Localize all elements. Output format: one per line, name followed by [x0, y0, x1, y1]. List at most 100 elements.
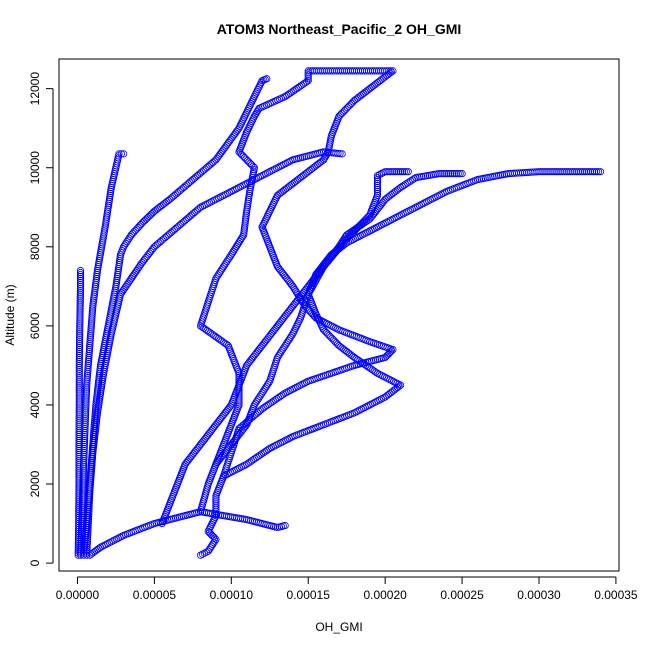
data-point	[86, 488, 94, 496]
data-point	[75, 369, 83, 377]
data-point	[83, 543, 91, 551]
data-point	[85, 349, 93, 358]
data-point	[596, 168, 605, 176]
data-point	[235, 389, 243, 397]
data-point	[85, 500, 93, 508]
data-point	[443, 170, 451, 178]
data-point	[387, 168, 395, 176]
data-point	[212, 510, 220, 518]
data-point	[88, 316, 96, 324]
data-point	[75, 472, 83, 480]
data-point	[80, 446, 88, 455]
data-point	[75, 355, 83, 364]
data-point	[76, 290, 84, 298]
data-point	[83, 541, 91, 549]
data-point	[220, 472, 228, 480]
data-point	[212, 500, 220, 508]
data-point	[85, 512, 93, 520]
y-tick-label: 2000	[28, 470, 42, 497]
data-point	[537, 168, 545, 176]
data-point	[89, 304, 97, 312]
data-point	[75, 353, 84, 362]
data-point	[75, 361, 83, 370]
y-tick-label: 4000	[28, 391, 42, 418]
data-point	[75, 344, 84, 352]
data-point	[212, 496, 220, 504]
data-point	[84, 369, 92, 377]
data-point	[539, 168, 547, 176]
data-point	[541, 168, 549, 176]
data-point	[82, 397, 90, 405]
data-point	[88, 306, 97, 314]
data-point	[81, 432, 89, 441]
data-point	[241, 461, 249, 469]
data-point	[83, 545, 91, 553]
data-point	[88, 462, 96, 470]
data-point	[85, 508, 93, 516]
data-point	[83, 377, 91, 385]
data-point	[235, 385, 243, 393]
data-point	[75, 464, 83, 472]
data-point	[76, 322, 84, 330]
data-point	[86, 486, 94, 494]
data-point	[235, 379, 243, 387]
y-tick-label: 6000	[28, 312, 42, 339]
data-point	[87, 468, 95, 476]
data-point	[88, 454, 96, 462]
data-point	[594, 168, 603, 176]
data-point	[535, 168, 543, 176]
data-point	[454, 170, 462, 178]
data-point	[76, 298, 84, 306]
data-point	[86, 344, 94, 352]
data-point	[80, 440, 88, 449]
data-point	[82, 391, 90, 399]
data-point	[76, 294, 84, 302]
data-point	[75, 393, 83, 401]
data-point	[318, 266, 326, 274]
data-point	[76, 300, 84, 308]
data-point	[569, 168, 577, 176]
data-point	[76, 274, 85, 283]
data-point	[87, 470, 95, 478]
data-point	[435, 170, 443, 178]
data-point	[386, 348, 394, 356]
data-point	[83, 381, 91, 389]
data-point	[235, 401, 243, 409]
data-point	[209, 533, 217, 541]
x-tick-label: 0.00005	[133, 588, 177, 602]
data-point	[79, 462, 88, 470]
data-point	[89, 450, 97, 458]
data-point	[587, 168, 595, 176]
series-9	[196, 67, 397, 480]
data-point	[75, 383, 83, 391]
data-point	[75, 454, 83, 462]
data-point	[205, 529, 214, 537]
data-point	[263, 75, 271, 83]
data-point	[86, 490, 94, 498]
data-point	[81, 421, 89, 429]
data-point	[75, 395, 83, 403]
series-5	[86, 508, 289, 559]
data-point	[87, 324, 95, 332]
data-point	[561, 168, 569, 176]
data-point	[75, 460, 83, 468]
data-point	[373, 175, 382, 184]
data-point	[75, 482, 83, 490]
data-point	[398, 168, 407, 176]
data-point	[338, 150, 346, 158]
data-point	[75, 345, 84, 354]
data-point	[75, 342, 84, 350]
data-point	[86, 484, 94, 492]
data-point	[391, 168, 399, 176]
data-point	[75, 365, 83, 373]
data-point	[212, 494, 220, 502]
series-4	[83, 148, 346, 559]
data-point	[592, 168, 601, 176]
data-point	[83, 373, 91, 381]
data-point	[76, 272, 85, 281]
data-point	[146, 211, 154, 219]
data-point	[198, 323, 206, 331]
data-point	[437, 170, 445, 178]
data-point	[79, 466, 88, 474]
data-point	[80, 456, 88, 464]
